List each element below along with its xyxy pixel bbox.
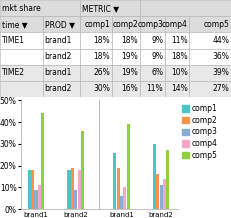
Bar bbox=[140, 32, 165, 48]
Text: METRIC ▼: METRIC ▼ bbox=[82, 3, 119, 13]
Bar bbox=[43, 81, 80, 97]
Bar bbox=[67, 170, 70, 209]
Text: mkt share: mkt share bbox=[2, 3, 41, 13]
Text: 14%: 14% bbox=[171, 84, 188, 94]
Text: PROD ▼: PROD ▼ bbox=[45, 20, 75, 29]
Bar bbox=[156, 174, 159, 209]
Bar bbox=[34, 190, 38, 209]
Bar bbox=[78, 170, 81, 209]
Bar bbox=[140, 16, 165, 32]
Text: comp4: comp4 bbox=[162, 20, 188, 29]
Bar bbox=[140, 81, 165, 97]
Bar bbox=[160, 185, 163, 209]
Bar bbox=[43, 16, 80, 32]
Bar bbox=[0, 48, 43, 65]
Bar bbox=[140, 48, 165, 65]
Bar bbox=[43, 48, 80, 65]
Text: 39%: 39% bbox=[212, 68, 229, 77]
Bar bbox=[43, 65, 80, 81]
Bar bbox=[117, 168, 120, 209]
Text: brand1: brand1 bbox=[45, 68, 72, 77]
Bar bbox=[189, 48, 231, 65]
Text: 44%: 44% bbox=[212, 36, 229, 45]
Text: 11%: 11% bbox=[171, 36, 188, 45]
Bar bbox=[0, 65, 43, 81]
Bar bbox=[140, 65, 165, 81]
Bar bbox=[80, 0, 140, 16]
Bar bbox=[0, 32, 43, 48]
Text: time ▼: time ▼ bbox=[2, 20, 27, 29]
Bar bbox=[31, 170, 34, 209]
Bar bbox=[123, 187, 126, 209]
Bar bbox=[43, 32, 80, 48]
Text: 18%: 18% bbox=[121, 36, 138, 45]
Bar bbox=[38, 185, 41, 209]
Text: 27%: 27% bbox=[212, 84, 229, 94]
Bar bbox=[165, 65, 189, 81]
Bar bbox=[165, 16, 189, 32]
Text: TIME1: TIME1 bbox=[2, 36, 25, 45]
Bar bbox=[80, 32, 112, 48]
Bar bbox=[80, 65, 112, 81]
Bar bbox=[165, 81, 189, 97]
Text: 19%: 19% bbox=[121, 52, 138, 61]
Bar bbox=[112, 32, 140, 48]
Bar bbox=[112, 48, 140, 65]
Text: 36%: 36% bbox=[212, 52, 229, 61]
Bar bbox=[165, 48, 189, 65]
Text: 26%: 26% bbox=[93, 68, 110, 77]
Text: brand1: brand1 bbox=[45, 36, 72, 45]
Text: 19%: 19% bbox=[121, 68, 138, 77]
Legend: comp1, comp2, comp3, comp4, comp5: comp1, comp2, comp3, comp4, comp5 bbox=[182, 104, 218, 160]
Bar bbox=[113, 153, 116, 209]
Bar bbox=[153, 144, 156, 209]
Bar bbox=[41, 113, 44, 209]
Bar bbox=[189, 81, 231, 97]
Bar bbox=[28, 170, 31, 209]
Bar bbox=[112, 16, 140, 32]
Bar bbox=[81, 131, 84, 209]
Text: comp2: comp2 bbox=[112, 20, 138, 29]
Bar bbox=[189, 65, 231, 81]
Text: comp3: comp3 bbox=[137, 20, 163, 29]
Bar bbox=[120, 196, 123, 209]
Text: 9%: 9% bbox=[151, 52, 163, 61]
Bar bbox=[189, 32, 231, 48]
Bar bbox=[0, 81, 43, 97]
Text: brand2: brand2 bbox=[45, 52, 72, 61]
Bar bbox=[0, 0, 80, 16]
Text: 6%: 6% bbox=[151, 68, 163, 77]
Bar bbox=[112, 65, 140, 81]
Text: brand2: brand2 bbox=[45, 84, 72, 94]
Bar bbox=[163, 179, 166, 209]
Bar bbox=[80, 48, 112, 65]
Bar bbox=[127, 124, 130, 209]
Bar bbox=[140, 0, 231, 16]
Bar bbox=[74, 190, 77, 209]
Text: 30%: 30% bbox=[93, 84, 110, 94]
Text: 18%: 18% bbox=[94, 52, 110, 61]
Text: 18%: 18% bbox=[171, 52, 188, 61]
Text: comp1: comp1 bbox=[85, 20, 110, 29]
Bar bbox=[71, 168, 74, 209]
Bar bbox=[165, 32, 189, 48]
Text: 16%: 16% bbox=[121, 84, 138, 94]
Text: 11%: 11% bbox=[147, 84, 163, 94]
Text: comp5: comp5 bbox=[203, 20, 229, 29]
Bar bbox=[112, 81, 140, 97]
Text: 10%: 10% bbox=[171, 68, 188, 77]
Text: TIME2: TIME2 bbox=[2, 68, 25, 77]
Bar bbox=[80, 16, 112, 32]
Bar bbox=[166, 150, 169, 209]
Bar bbox=[0, 16, 43, 32]
Bar bbox=[80, 81, 112, 97]
Text: 18%: 18% bbox=[94, 36, 110, 45]
Bar bbox=[189, 16, 231, 32]
Text: 9%: 9% bbox=[151, 36, 163, 45]
